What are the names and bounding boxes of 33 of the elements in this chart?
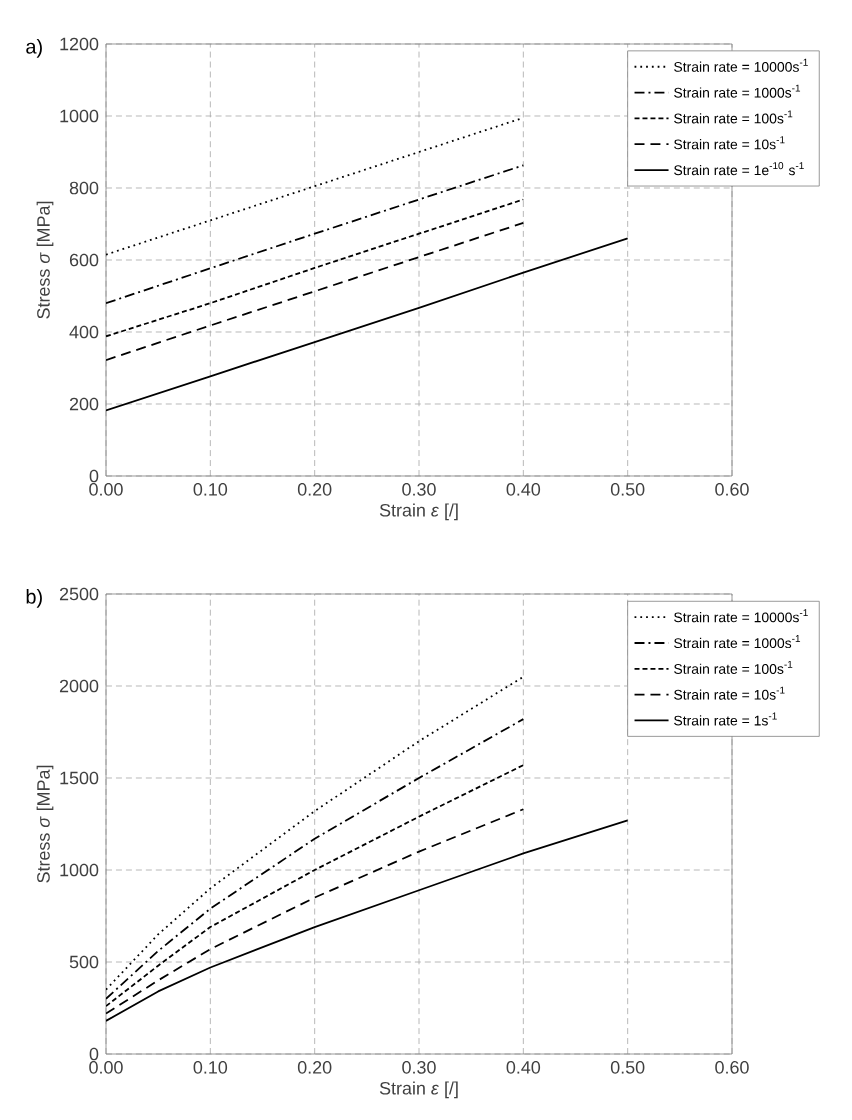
y-tick-label: 1000 <box>60 863 99 877</box>
x-tick-label: 0.20 <box>297 483 332 496</box>
x-axis-title: Strain ε [/] <box>379 503 458 521</box>
x-tick-label: 0.00 <box>89 1061 123 1074</box>
x-tick-label: 0.00 <box>89 483 123 496</box>
y-tick-label: 2500 <box>59 587 99 601</box>
y-tick-label: 2000 <box>59 679 99 693</box>
y-tick-label: 800 <box>69 181 99 195</box>
y-tick-label: 600 <box>69 253 99 267</box>
x-tick-label: 0.30 <box>402 1061 436 1074</box>
y-tick-label: 1200 <box>60 37 99 51</box>
x-tick-label: 0.30 <box>402 483 436 496</box>
x-tick-label: 0.40 <box>506 483 541 496</box>
x-axis-title: Strain ε [/] <box>379 1081 458 1099</box>
y-tick-label: 1500 <box>60 771 99 785</box>
y-axis-title: Stress σ [MPa] <box>36 765 54 883</box>
y-tick-label: 1000 <box>60 109 99 123</box>
x-tick-label: 0.50 <box>610 483 645 496</box>
x-tick-label: 0.60 <box>715 1061 749 1074</box>
chart-title: a) <box>26 39 42 58</box>
y-tick-label: 0 <box>89 1047 99 1061</box>
chart-title: b) <box>26 589 42 608</box>
x-tick-label: 0.10 <box>193 483 228 496</box>
y-tick-label: 500 <box>69 955 99 969</box>
x-tick-label: 0.40 <box>506 1061 541 1074</box>
y-tick-label: 0 <box>89 469 99 483</box>
x-tick-label: 0.60 <box>715 483 749 496</box>
y-axis-title: Stress σ [MPa] <box>36 201 54 319</box>
x-tick-label: 0.10 <box>193 1061 228 1074</box>
x-tick-label: 0.20 <box>297 1061 332 1074</box>
y-tick-label: 400 <box>69 325 99 339</box>
x-tick-label: 0.50 <box>610 1061 645 1074</box>
y-tick-label: 200 <box>69 397 99 411</box>
